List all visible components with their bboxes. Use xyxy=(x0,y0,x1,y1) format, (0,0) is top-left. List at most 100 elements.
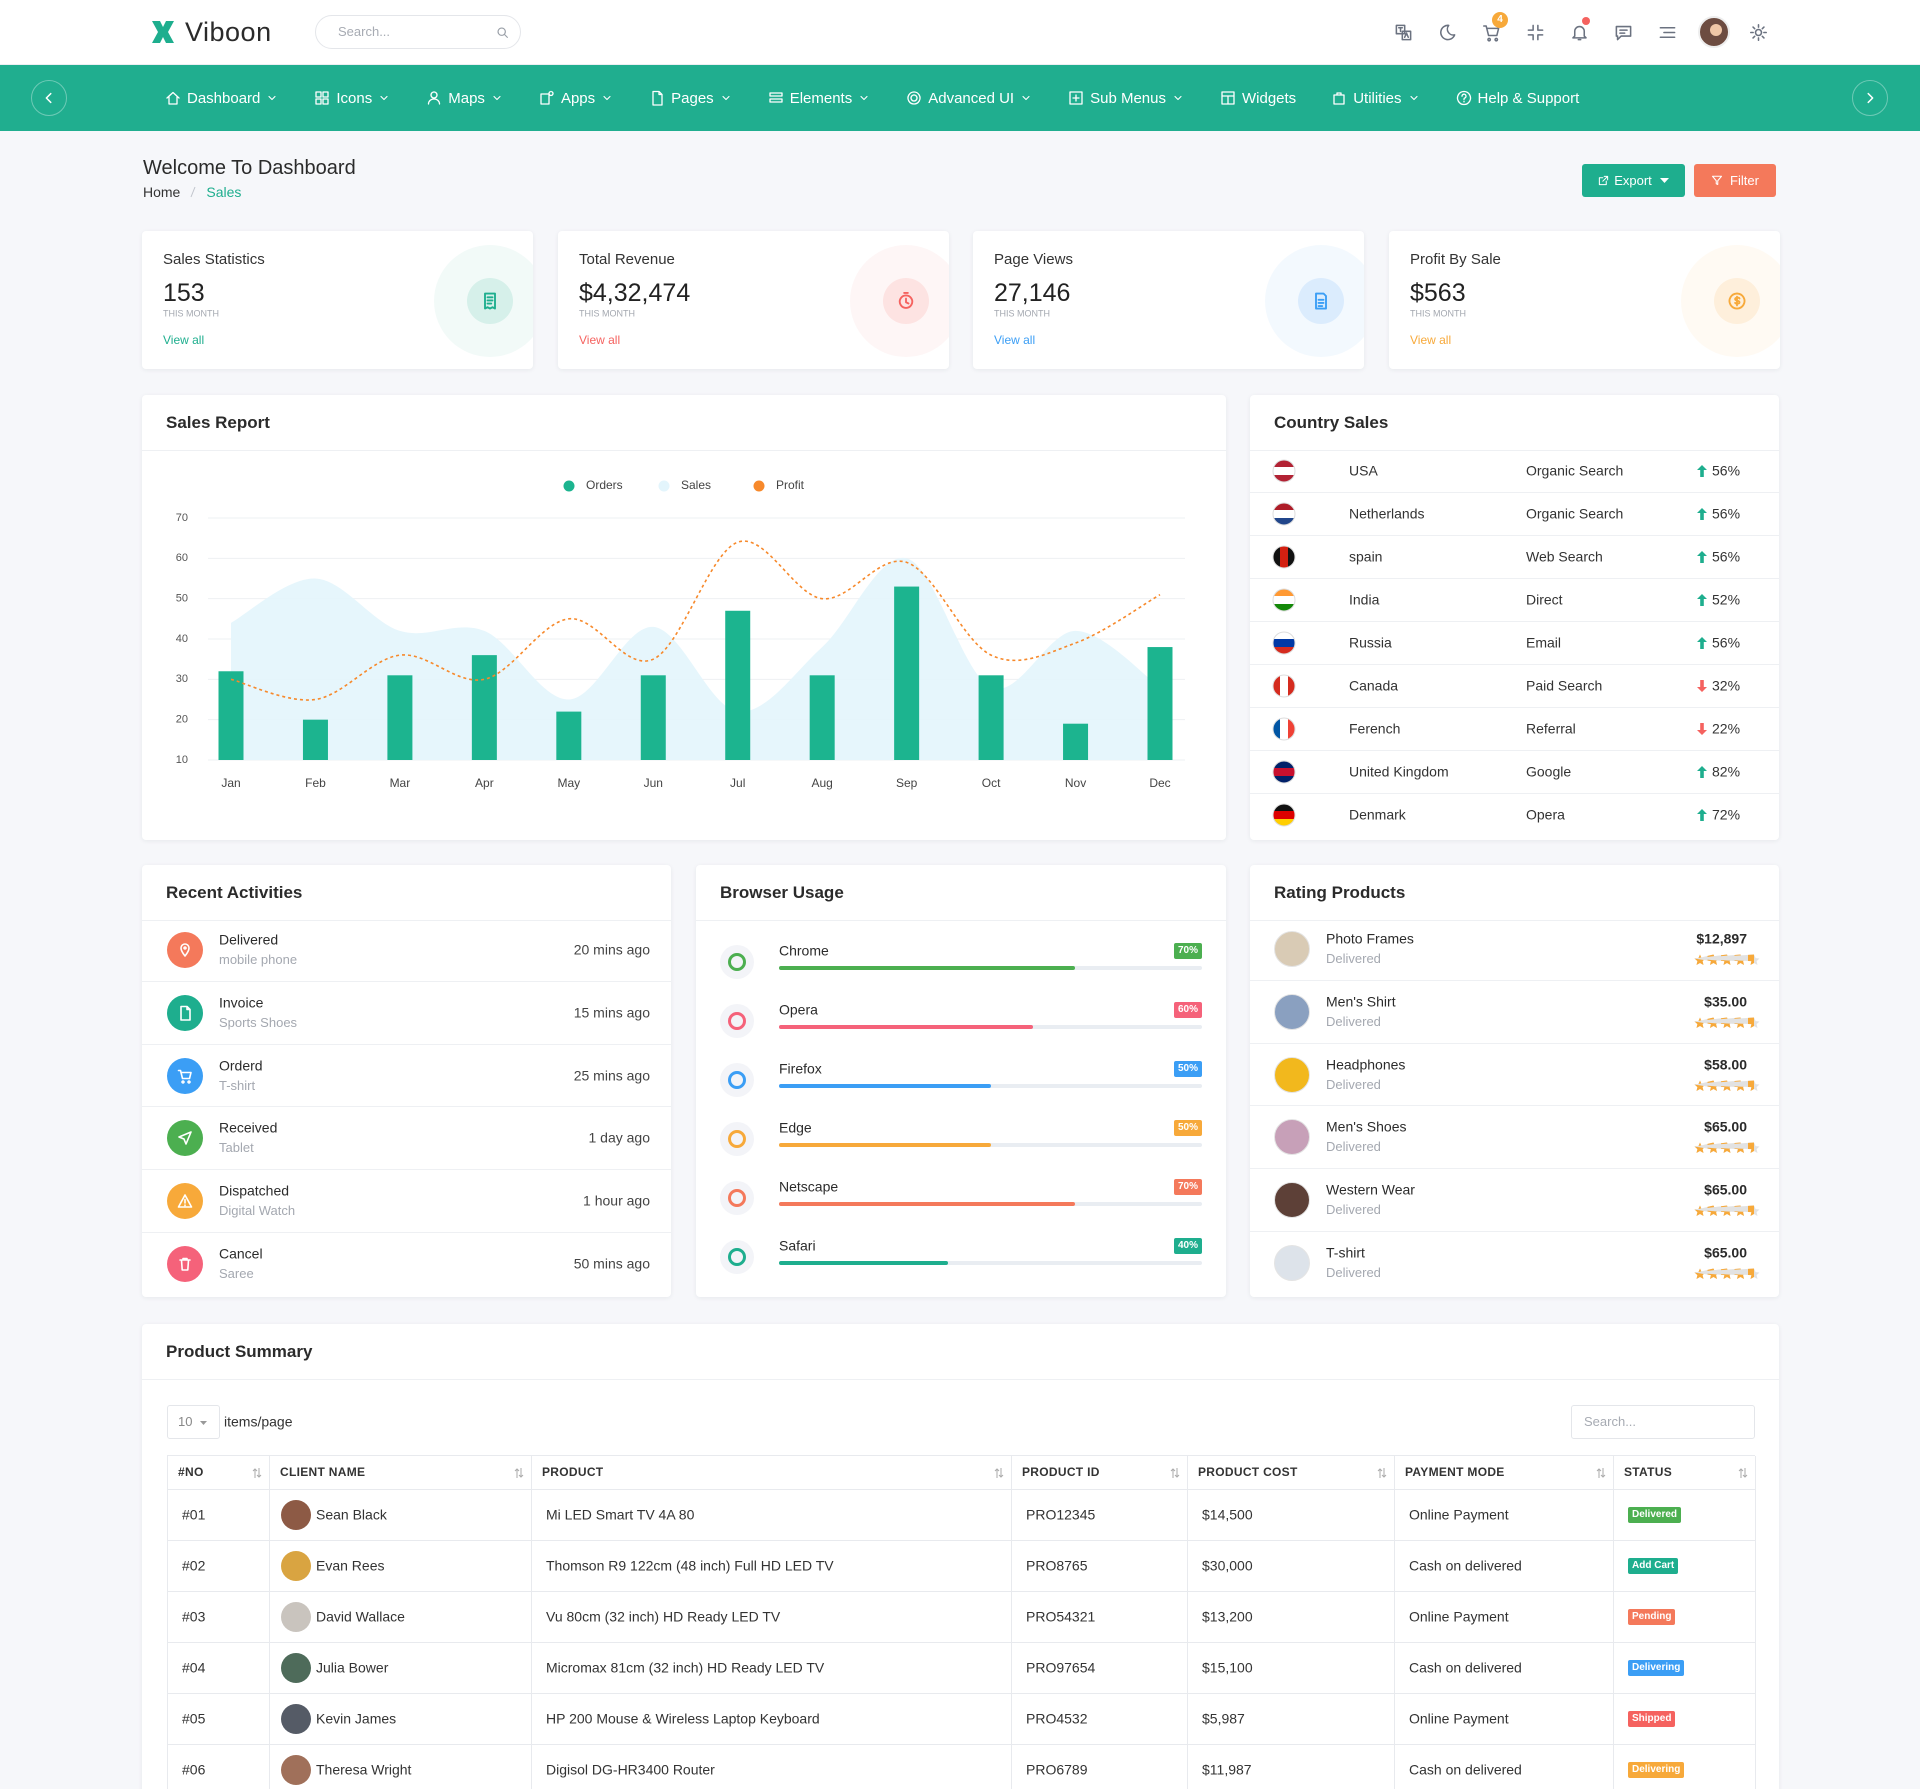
bar xyxy=(978,675,1004,760)
icon-glyph xyxy=(177,1069,192,1084)
nav-item[interactable]: Widgets xyxy=(1215,89,1300,107)
table-cell: Evan Rees xyxy=(270,1541,532,1592)
stat-link[interactable]: View all xyxy=(1410,332,1452,347)
breadcrumb-item[interactable]: Sales xyxy=(206,184,242,200)
icon xyxy=(380,95,388,101)
table-header-cell[interactable]: PRODUCT ID xyxy=(1012,1456,1188,1490)
activity-time: 15 mins ago xyxy=(573,1004,650,1021)
header-icon-button[interactable] xyxy=(1435,20,1459,44)
activity-subtitle: T-shirt xyxy=(219,1077,256,1093)
icon xyxy=(540,90,554,105)
row-divider xyxy=(1250,793,1779,794)
row-divider xyxy=(1250,1168,1779,1170)
sales-report-chart: 10 20 30 40 50 60 70 Jan Feb Mar Apr May Jun Jul Aug Se… xyxy=(176,478,1185,790)
nav-item[interactable]: Utilities xyxy=(1326,89,1424,107)
product-thumbnail xyxy=(1274,1182,1310,1219)
header-icon-button[interactable] xyxy=(1611,20,1635,44)
icon-glyph xyxy=(898,291,914,309)
trend-arrow-shape xyxy=(1697,508,1707,520)
nav-scroll-button[interactable] xyxy=(1852,80,1888,116)
nav-item[interactable]: Icons xyxy=(309,89,395,107)
flag-stripes xyxy=(1273,761,1295,783)
nav-label: Icons xyxy=(336,89,373,107)
product-table: #NO CLIENT NAME PRODUCT PRODUCT ID PRODUCT C… xyxy=(167,1455,1756,1789)
flag-border xyxy=(1272,631,1296,655)
row-divider xyxy=(1250,621,1779,622)
sort-icon xyxy=(252,1468,262,1478)
icon-glyph xyxy=(1527,24,1543,40)
table-header-cell[interactable]: STATUS xyxy=(1614,1456,1756,1490)
product-status: Delivered xyxy=(1326,1014,1381,1029)
flag-stripes xyxy=(1273,675,1295,697)
header-icon-button[interactable] xyxy=(1391,20,1415,44)
nav-item[interactable]: Help & Support xyxy=(1451,89,1584,107)
flag-stripe xyxy=(1273,467,1295,475)
table-cell: Theresa Wright xyxy=(270,1745,532,1789)
stat-link[interactable]: View all xyxy=(994,332,1036,347)
filter-button[interactable]: Filter xyxy=(1694,164,1776,197)
table-cell: #04 xyxy=(168,1643,270,1694)
nav-item[interactable]: Dashboard xyxy=(160,89,283,107)
browser-name: Opera xyxy=(779,1001,818,1018)
settings-button[interactable] xyxy=(1746,20,1770,44)
table-header-cell[interactable]: PRODUCT xyxy=(532,1456,1012,1490)
nav-item[interactable]: Sub Menus xyxy=(1063,89,1189,107)
table-header-cell[interactable]: #NO xyxy=(168,1456,270,1490)
card-title: Country Sales xyxy=(1274,412,1389,432)
separator-line xyxy=(190,186,196,198)
page-size-select[interactable]: 10 xyxy=(167,1405,220,1439)
user-avatar[interactable] xyxy=(1698,16,1730,48)
y-tick-label: 40 xyxy=(176,633,188,645)
nav-item[interactable]: Maps xyxy=(421,89,508,107)
export-label: Export xyxy=(1614,173,1652,188)
icon xyxy=(898,291,914,309)
star-filled xyxy=(1748,1268,1754,1279)
star-filled xyxy=(1694,954,1706,965)
nav-item[interactable]: Advanced UI xyxy=(901,89,1037,107)
table-header-cell[interactable]: CLIENT NAME xyxy=(270,1456,532,1490)
nav-icon-wrap xyxy=(538,89,556,107)
table-header-cell[interactable]: PRODUCT COST xyxy=(1188,1456,1395,1490)
table-cell: Online Payment xyxy=(1395,1694,1614,1745)
nav-item[interactable]: Pages xyxy=(644,89,737,107)
country-name: India xyxy=(1349,591,1380,608)
activity-time: 25 mins ago xyxy=(573,1067,650,1084)
product-status: Delivered xyxy=(1326,1139,1381,1155)
nav-scroll-button[interactable] xyxy=(31,80,67,116)
breadcrumb-item[interactable]: Home xyxy=(143,184,181,200)
table-cell: $15,100 xyxy=(1188,1643,1395,1694)
table-cell: Vu 80cm (32 inch) HD Ready LED TV xyxy=(532,1592,1012,1643)
nav-icon-wrap xyxy=(1455,89,1473,107)
browser-name: Firefox xyxy=(779,1060,822,1077)
stat-blob xyxy=(1265,245,1364,357)
header-icon-button[interactable] xyxy=(1523,20,1547,44)
sort-arrows xyxy=(1738,1468,1748,1478)
flag-stripes xyxy=(1273,718,1295,740)
header-icon-button[interactable] xyxy=(1567,20,1591,44)
search-input[interactable]: Search... xyxy=(315,15,521,49)
y-tick-label: 70 xyxy=(176,512,188,524)
export-button[interactable]: Export xyxy=(1582,164,1685,197)
x-tick-label: Oct xyxy=(982,776,1001,790)
activity-icon xyxy=(167,1057,203,1094)
table-header-cell[interactable]: PAYMENT MODE xyxy=(1395,1456,1614,1490)
header-icon-button[interactable] xyxy=(1655,20,1679,44)
nav-caret-wrap xyxy=(600,91,614,105)
stat-link[interactable]: View all xyxy=(579,332,621,347)
icon-glyph xyxy=(180,1005,191,1021)
header-icon-button[interactable] xyxy=(1479,20,1503,44)
table-cell: Pending xyxy=(1614,1592,1756,1643)
country-name: Russia xyxy=(1349,634,1392,651)
country-name: United Kingdom xyxy=(1349,763,1449,780)
stat-link[interactable]: View all xyxy=(163,332,205,347)
nav-label: Widgets xyxy=(1242,89,1297,107)
column-header: PAYMENT MODE xyxy=(1405,1464,1505,1479)
table-search-input[interactable]: Search... xyxy=(1571,1405,1755,1439)
flag-border xyxy=(1272,717,1296,741)
nav-item[interactable]: Elements xyxy=(763,89,876,107)
nav-item[interactable]: Apps xyxy=(534,89,618,107)
table-search-placeholder: Search... xyxy=(1584,1414,1637,1430)
sort-icon xyxy=(1738,1468,1748,1478)
flag-border xyxy=(1272,502,1296,526)
